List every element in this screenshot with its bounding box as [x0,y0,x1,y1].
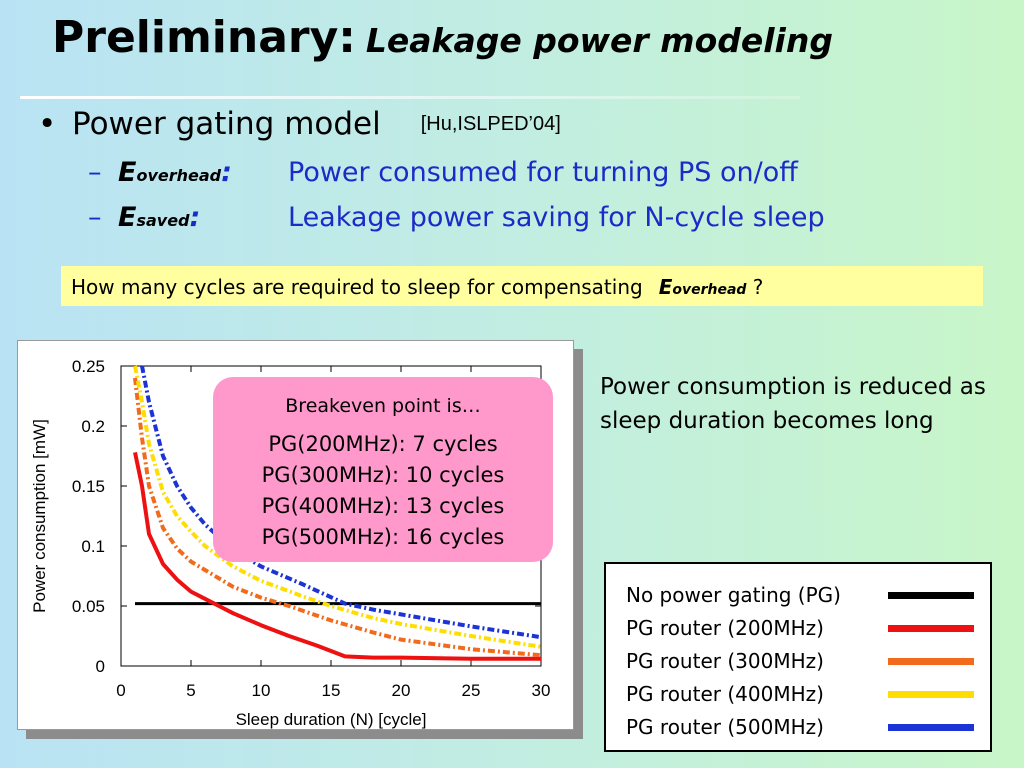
bullet-marker: • [38,106,57,142]
series-pg300-line [133,377,542,658]
legend-item-pg300: PG router (300MHz) [626,646,986,676]
e-saved-desc: Leakage power saving for N-cycle sleep [288,202,825,233]
x-tick-label: 10 [252,681,271,700]
legend-swatch [888,691,974,698]
breakeven-line-300: PG(300MHz): 10 cycles [261,463,505,487]
e-overhead-term: Eoverhead: [118,157,288,188]
bullet-text: Power gating model [72,106,381,142]
y-tick-label: 0.15 [72,477,105,496]
legend-item-no-pg: No power gating (PG) [626,580,986,610]
bullet-power-gating-model: • Power gating model [Hu,ISLPED’04] [38,106,561,142]
e-subscript: saved [136,211,190,230]
subbullet-dash: – [88,202,102,233]
e-colon: : [189,202,201,233]
bullet-reference: [Hu,ISLPED’04] [420,113,561,135]
subbullet-e-saved: – Esaved: Leakage power saving for N-cycle… [88,202,825,233]
title-subtitle: Leakage power modeling [365,21,833,60]
series-pg200-line [133,451,541,661]
y-axis-label: Power consumption [mW] [30,419,49,613]
breakeven-line-500: PG(500MHz): 16 cycles [261,525,505,549]
subbullet-e-overhead: – Eoverhead: Power consumed for turning PS… [88,157,798,188]
breakeven-heading: Breakeven point is… [285,395,481,417]
legend-item-pg500: PG router (500MHz) [626,712,986,742]
legend-swatch [888,592,974,599]
legend-swatch [888,625,974,632]
subbullet-dash: – [88,157,102,188]
e-subscript: overhead [136,166,222,185]
x-tick-label: 25 [462,681,481,700]
x-tick-label: 20 [392,681,411,700]
chart-legend: No power gating (PG) PG router (200MHz) … [604,562,992,752]
e-saved-term: Esaved: [118,202,288,233]
legend-swatch [888,658,974,665]
x-tick-label: 5 [186,681,195,700]
e-letter: E [118,202,137,233]
question-e-term: Eoverhead [659,275,747,299]
title-underline [20,96,800,99]
breakeven-line-400: PG(400MHz): 13 cycles [261,494,505,518]
question-tail: ? [746,275,764,299]
legend-label: PG router (200MHz) [626,616,824,640]
legend-label: PG router (400MHz) [626,682,824,706]
legend-label: PG router (300MHz) [626,649,824,673]
question-e-subscript: overhead [672,282,747,298]
title-main: Preliminary: [52,12,356,63]
legend-swatch [888,724,974,731]
power-chart: 0 5 10 15 20 25 30 0 0.05 0.1 0.15 0.2 0.25 Sleep du… [30,357,551,729]
question-e-letter: E [658,275,673,299]
question-callout: How many cycles are required to sleep fo… [61,266,983,306]
x-tick-label: 30 [532,681,551,700]
legend-label: PG router (500MHz) [626,715,824,739]
side-note: Power consumption is reduced as sleep du… [600,374,986,434]
question-text: How many cycles are required to sleep fo… [71,275,643,299]
tick-group: 0 5 10 15 20 25 30 0 0.05 0.1 0.15 0.2 0.25 [72,357,551,700]
series-pg400-line [133,365,542,649]
x-axis-label: Sleep duration (N) [cycle] [236,710,427,729]
legend-label: No power gating (PG) [626,583,841,607]
y-tick-label: 0.25 [72,357,105,376]
e-letter: E [118,157,137,188]
slide-title: Preliminary: Leakage power modeling [52,12,833,63]
breakeven-line-200: PG(200MHz): 7 cycles [268,432,498,456]
y-tick-label: 0.2 [81,417,105,436]
x-tick-label: 0 [116,681,125,700]
y-tick-label: 0 [96,657,105,676]
x-tick-label: 15 [322,681,341,700]
legend-item-pg200: PG router (200MHz) [626,613,986,643]
e-overhead-desc: Power consumed for turning PS on/off [288,157,798,188]
breakeven-callout: Breakeven point is… PG(200MHz): 7 cycles… [213,377,553,562]
y-tick-label: 0.05 [72,597,105,616]
legend-item-pg400: PG router (400MHz) [626,679,986,709]
e-colon: : [221,157,232,188]
y-tick-label: 0.1 [81,537,105,556]
